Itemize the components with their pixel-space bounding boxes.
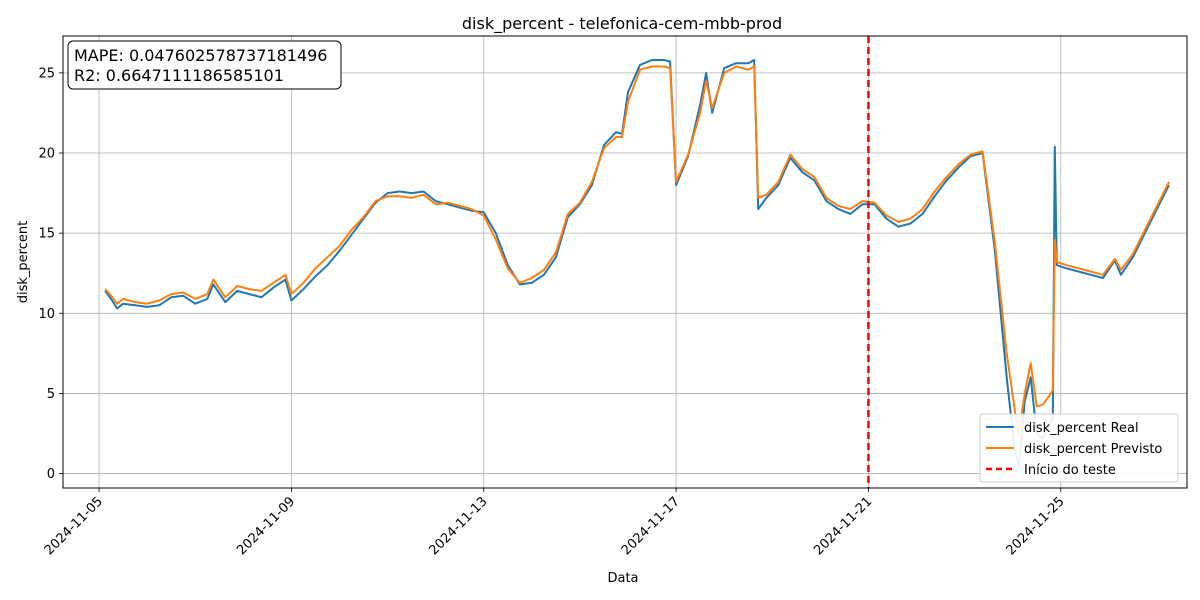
x-axis-label: Data — [607, 571, 638, 586]
y-axis-label: disk_percent — [16, 221, 31, 303]
x-tick-label: 2024-11-09 — [234, 494, 298, 558]
y-tick-label: 10 — [38, 307, 55, 322]
series-line-real — [104, 59, 1170, 469]
x-tick-label: 2024-11-05 — [42, 494, 106, 558]
plot-frame — [62, 35, 1188, 489]
metrics-annotation: MAPE: 0.047602578737181496 R2: 0.6647111… — [67, 40, 342, 90]
metric-mape: MAPE: 0.047602578737181496 — [74, 46, 327, 65]
series-layer — [104, 59, 1170, 469]
y-tick-label: 5 — [47, 387, 55, 402]
y-tick-label: 15 — [38, 227, 55, 242]
x-tick-label: 2024-11-21 — [811, 494, 875, 558]
legend-label-test-start: Início do teste — [1024, 463, 1116, 478]
y-tick-label: 20 — [38, 147, 55, 162]
legend-label-real: disk_percent Real — [1024, 421, 1139, 436]
x-tick-label: 2024-11-13 — [427, 494, 491, 558]
y-tick-label: 0 — [47, 467, 55, 482]
legend-label-previsto: disk_percent Previsto — [1024, 442, 1162, 457]
y-axis-ticks: 0 5 10 15 20 25 — [38, 66, 63, 482]
metrics-box — [67, 40, 342, 90]
x-tick-label: 2024-11-25 — [1004, 494, 1068, 558]
chart-title: disk_percent - telefonica-cem-mbb-prod — [462, 14, 782, 34]
series-line-previsto — [104, 65, 1170, 437]
x-tick-label: 2024-11-17 — [619, 494, 683, 558]
legend-box — [979, 413, 1179, 483]
x-axis-ticks: 2024-11-05 2024-11-09 2024-11-13 2024-11-17… — [42, 488, 1068, 558]
legend: disk_percent Real disk_percent Previsto … — [979, 413, 1179, 483]
y-tick-label: 25 — [38, 66, 55, 81]
metric-r2: R2: 0.6647111186585101 — [74, 66, 284, 85]
